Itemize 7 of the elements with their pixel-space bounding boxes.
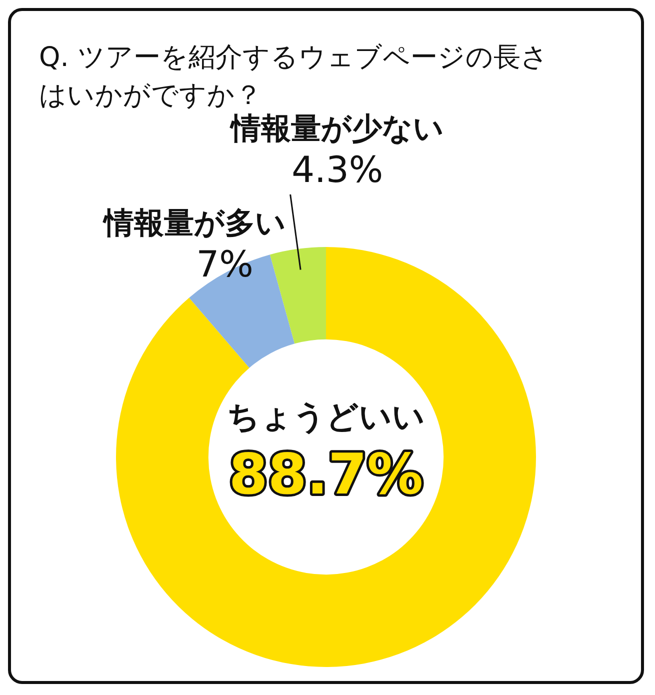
- slice-label: 情報量が多い: [102, 206, 286, 242]
- slice-label: 情報量が少ない: [228, 111, 444, 146]
- chart-title: Q. ツアーを紹介するウェブページの長さはいかがですか？: [39, 42, 548, 111]
- data-label: 88.7%: [228, 442, 424, 508]
- slice-label: ちょうどいい: [227, 397, 425, 436]
- data-label: 7%: [196, 244, 254, 286]
- data-label: 4.3%: [292, 150, 384, 191]
